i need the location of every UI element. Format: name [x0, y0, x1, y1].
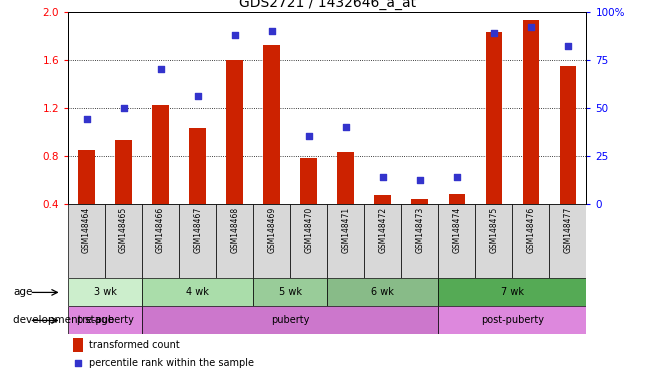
- Bar: [253, 278, 327, 306]
- Point: [526, 24, 536, 30]
- Bar: [327, 204, 364, 278]
- Point: [452, 174, 462, 180]
- Text: GSM148477: GSM148477: [563, 207, 572, 253]
- Text: GSM148475: GSM148475: [489, 207, 498, 253]
- Text: GSM148472: GSM148472: [378, 207, 388, 253]
- Text: GSM148468: GSM148468: [230, 207, 239, 253]
- Text: 3 wk: 3 wk: [93, 287, 117, 298]
- Bar: [179, 204, 216, 278]
- Bar: [105, 204, 142, 278]
- Text: GSM148464: GSM148464: [82, 207, 91, 253]
- Bar: [438, 306, 586, 334]
- Point: [73, 360, 83, 366]
- Bar: [550, 204, 586, 278]
- Bar: [411, 199, 428, 204]
- Bar: [290, 204, 327, 278]
- Bar: [73, 338, 82, 352]
- Text: puberty: puberty: [271, 315, 309, 326]
- Text: post-puberty: post-puberty: [481, 315, 544, 326]
- Text: GSM148465: GSM148465: [119, 207, 128, 253]
- Bar: [152, 105, 169, 204]
- Text: GSM148467: GSM148467: [193, 207, 202, 253]
- Text: 7 wk: 7 wk: [501, 287, 524, 298]
- Point: [266, 28, 277, 34]
- Text: GSM148470: GSM148470: [304, 207, 313, 253]
- Point: [229, 31, 240, 38]
- Bar: [226, 60, 243, 204]
- Bar: [513, 204, 550, 278]
- Text: GSM148473: GSM148473: [415, 207, 424, 253]
- Text: GSM148466: GSM148466: [156, 207, 165, 253]
- Point: [489, 30, 499, 36]
- Text: 5 wk: 5 wk: [279, 287, 302, 298]
- Text: pre-puberty: pre-puberty: [76, 315, 134, 326]
- Text: GSM148469: GSM148469: [267, 207, 276, 253]
- Text: development stage: development stage: [13, 315, 114, 326]
- Bar: [438, 278, 586, 306]
- Text: 6 wk: 6 wk: [371, 287, 394, 298]
- Bar: [522, 20, 539, 204]
- Bar: [438, 204, 476, 278]
- Bar: [327, 278, 438, 306]
- Bar: [253, 204, 290, 278]
- Text: GSM148476: GSM148476: [526, 207, 535, 253]
- Point: [415, 177, 425, 184]
- Point: [562, 43, 573, 49]
- Bar: [142, 278, 253, 306]
- Text: percentile rank within the sample: percentile rank within the sample: [89, 358, 254, 368]
- Text: GSM148471: GSM148471: [341, 207, 351, 253]
- Point: [119, 104, 129, 111]
- Bar: [301, 158, 317, 204]
- Bar: [560, 66, 576, 204]
- Bar: [476, 204, 513, 278]
- Point: [341, 124, 351, 130]
- Point: [156, 66, 166, 72]
- Title: GDS2721 / 1432646_a_at: GDS2721 / 1432646_a_at: [238, 0, 416, 10]
- Bar: [375, 195, 391, 204]
- Point: [82, 116, 92, 122]
- Point: [303, 133, 314, 139]
- Point: [192, 93, 203, 99]
- Text: age: age: [13, 287, 32, 298]
- Bar: [448, 194, 465, 204]
- Bar: [485, 32, 502, 204]
- Text: transformed count: transformed count: [89, 340, 179, 350]
- Bar: [142, 204, 179, 278]
- Bar: [401, 204, 438, 278]
- Bar: [68, 278, 142, 306]
- Text: GSM148474: GSM148474: [452, 207, 461, 253]
- Bar: [216, 204, 253, 278]
- Bar: [142, 306, 438, 334]
- Bar: [338, 152, 354, 204]
- Text: 4 wk: 4 wk: [186, 287, 209, 298]
- Bar: [115, 140, 132, 204]
- Bar: [68, 204, 105, 278]
- Bar: [189, 128, 206, 204]
- Point: [378, 174, 388, 180]
- Bar: [263, 45, 280, 204]
- Bar: [68, 306, 142, 334]
- Bar: [364, 204, 401, 278]
- Bar: [78, 149, 95, 204]
